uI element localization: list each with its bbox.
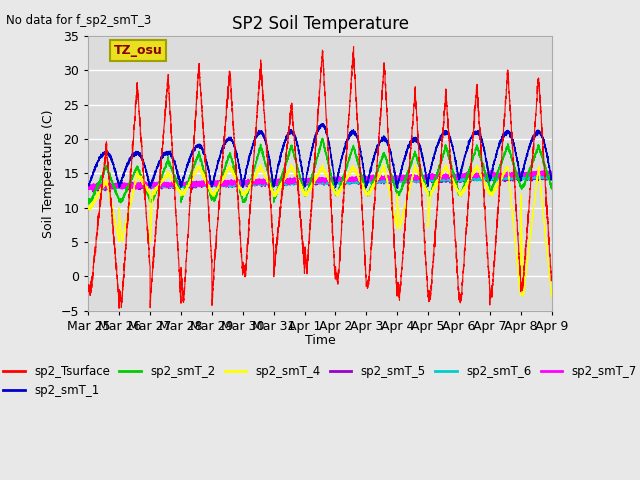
Text: TZ_osu: TZ_osu bbox=[114, 44, 163, 57]
Legend: sp2_Tsurface, sp2_smT_1, sp2_smT_2, sp2_smT_4, sp2_smT_5, sp2_smT_6, sp2_smT_7: sp2_Tsurface, sp2_smT_1, sp2_smT_2, sp2_… bbox=[0, 360, 640, 402]
Y-axis label: Soil Temperature (C): Soil Temperature (C) bbox=[42, 109, 55, 238]
Text: No data for f_sp2_smT_3: No data for f_sp2_smT_3 bbox=[6, 14, 152, 27]
Title: SP2 Soil Temperature: SP2 Soil Temperature bbox=[232, 15, 408, 33]
X-axis label: Time: Time bbox=[305, 334, 335, 347]
